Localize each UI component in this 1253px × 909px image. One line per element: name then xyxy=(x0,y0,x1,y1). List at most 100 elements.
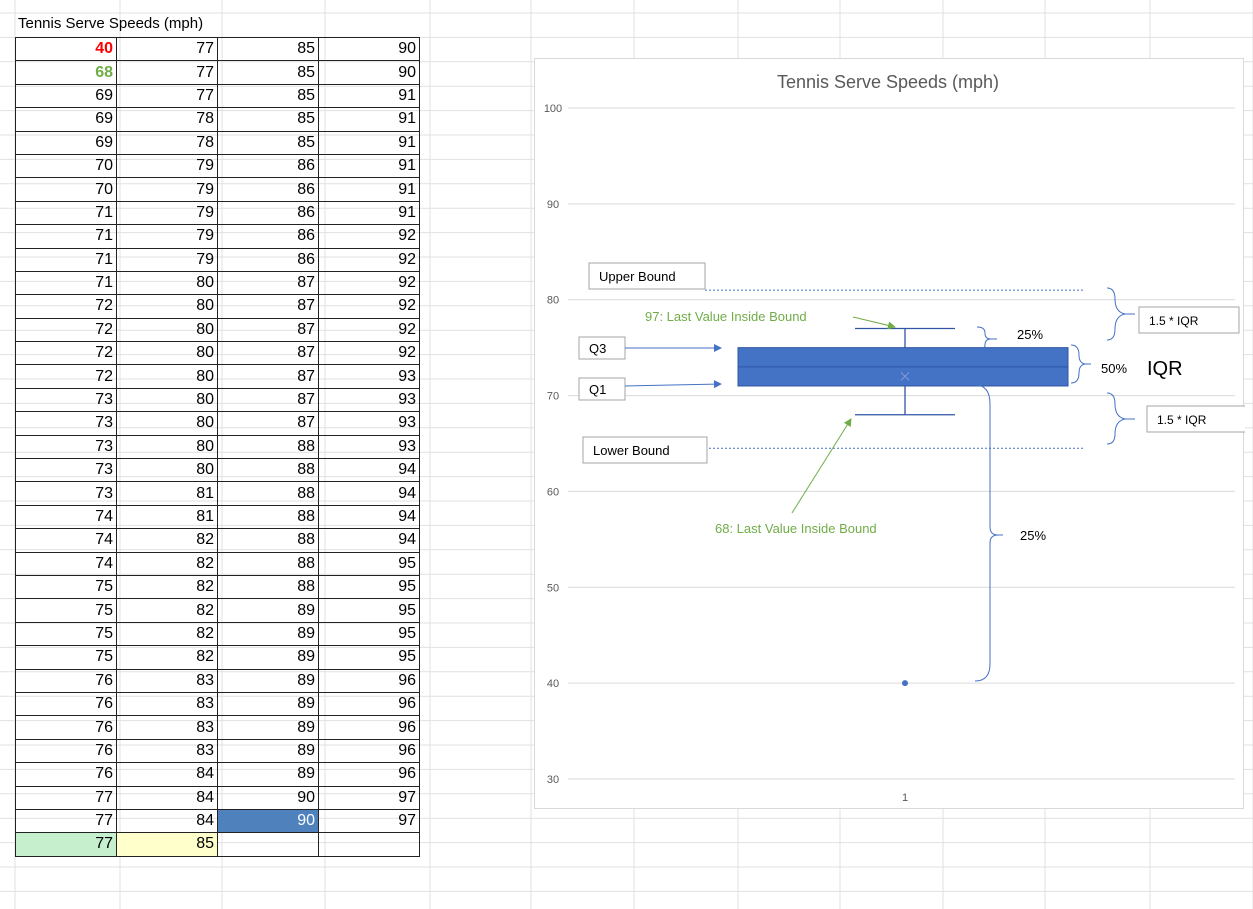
table-cell[interactable]: 86 xyxy=(217,200,319,226)
table-cell[interactable]: 97 xyxy=(318,808,420,834)
table-cell[interactable]: 92 xyxy=(318,270,420,296)
table-cell[interactable]: 95 xyxy=(318,645,420,670)
table-cell[interactable]: 89 xyxy=(217,621,319,647)
table-cell[interactable]: 82 xyxy=(116,645,218,670)
table-cell[interactable]: 88 xyxy=(217,574,319,600)
table-cell[interactable]: 86 xyxy=(217,247,319,272)
table-cell[interactable]: 91 xyxy=(318,83,420,109)
table-cell[interactable]: 92 xyxy=(318,341,420,366)
table-cell[interactable]: 89 xyxy=(217,715,319,740)
table-cell[interactable]: 92 xyxy=(318,317,420,343)
table-cell[interactable]: 81 xyxy=(116,481,218,506)
table-cell[interactable]: 86 xyxy=(217,224,319,249)
table-cell[interactable]: 96 xyxy=(318,762,420,787)
table-cell[interactable]: 83 xyxy=(116,715,218,740)
table-cell[interactable]: 79 xyxy=(116,247,218,272)
table-cell[interactable]: 85 xyxy=(217,130,319,155)
table-cell[interactable]: 93 xyxy=(318,364,420,389)
table-cell[interactable]: 77 xyxy=(116,60,218,85)
table-cell[interactable]: 90 xyxy=(217,785,319,810)
table-cell[interactable]: 79 xyxy=(116,153,218,179)
table-cell[interactable]: 83 xyxy=(116,738,218,764)
table-cell[interactable]: 91 xyxy=(318,200,420,226)
table-cell[interactable]: 85 xyxy=(217,83,319,109)
table-cell[interactable]: 93 xyxy=(318,387,420,413)
table-cell[interactable]: 84 xyxy=(116,785,218,810)
table-cell[interactable]: 82 xyxy=(116,598,218,623)
table-cell[interactable]: 73 xyxy=(15,458,117,483)
table-cell[interactable]: 71 xyxy=(15,270,117,296)
table-cell[interactable]: 75 xyxy=(15,621,117,647)
table-cell[interactable]: 76 xyxy=(15,715,117,740)
table-cell[interactable]: 94 xyxy=(318,528,420,553)
table-cell[interactable]: 86 xyxy=(217,153,319,179)
table-cell[interactable]: 80 xyxy=(116,294,218,319)
table-cell[interactable]: 70 xyxy=(15,177,117,202)
table-cell[interactable]: 82 xyxy=(116,621,218,647)
table-cell[interactable]: 87 xyxy=(217,317,319,343)
table-cell[interactable]: 96 xyxy=(318,715,420,740)
table-cell[interactable]: 76 xyxy=(15,691,117,717)
table-cell[interactable] xyxy=(318,832,420,857)
table-cell[interactable]: 77 xyxy=(15,785,117,810)
table-cell[interactable]: 80 xyxy=(116,434,218,460)
table-cell[interactable]: 90 xyxy=(217,808,319,834)
outlier-point[interactable] xyxy=(902,680,908,687)
table-cell[interactable]: 87 xyxy=(217,387,319,413)
table-cell[interactable]: 90 xyxy=(318,60,420,85)
table-cell[interactable]: 77 xyxy=(15,808,117,834)
table-cell[interactable]: 91 xyxy=(318,177,420,202)
table-cell[interactable]: 72 xyxy=(15,294,117,319)
table-cell[interactable]: 90 xyxy=(318,36,420,62)
table-cell[interactable]: 87 xyxy=(217,270,319,296)
table-cell[interactable]: 80 xyxy=(116,317,218,343)
table-cell[interactable]: 93 xyxy=(318,411,420,436)
table-cell[interactable]: 86 xyxy=(217,177,319,202)
table-cell[interactable]: 79 xyxy=(116,224,218,249)
table-cell[interactable]: 76 xyxy=(15,762,117,787)
table-cell[interactable]: 88 xyxy=(217,481,319,506)
table-cell[interactable]: 78 xyxy=(116,130,218,155)
table-cell[interactable]: 74 xyxy=(15,551,117,576)
table-cell[interactable]: 73 xyxy=(15,434,117,460)
table-cell[interactable]: 87 xyxy=(217,294,319,319)
table-cell[interactable]: 85 xyxy=(217,36,319,62)
table-cell[interactable]: 79 xyxy=(116,200,218,226)
table-cell[interactable]: 69 xyxy=(15,83,117,109)
table-cell[interactable]: 71 xyxy=(15,247,117,272)
table-cell[interactable]: 89 xyxy=(217,598,319,623)
table-cell[interactable]: 95 xyxy=(318,551,420,576)
table-cell[interactable]: 75 xyxy=(15,645,117,670)
table-cell[interactable]: 88 xyxy=(217,551,319,576)
table-cell[interactable]: 71 xyxy=(15,200,117,226)
chart-area[interactable]: Tennis Serve Speeds (mph) 30 40 50 60 70 80 90 1… xyxy=(534,58,1245,809)
table-cell[interactable]: 95 xyxy=(318,598,420,623)
table-cell[interactable]: 82 xyxy=(116,551,218,576)
table-cell[interactable]: 68 xyxy=(15,60,117,85)
table-cell[interactable]: 80 xyxy=(116,458,218,483)
table-cell[interactable]: 85 xyxy=(116,832,218,857)
table-cell[interactable]: 88 xyxy=(217,458,319,483)
table-cell[interactable]: 69 xyxy=(15,130,117,155)
table-cell[interactable]: 93 xyxy=(318,434,420,460)
table-cell[interactable]: 85 xyxy=(217,60,319,85)
table-cell[interactable]: 77 xyxy=(116,36,218,62)
table-cell[interactable]: 89 xyxy=(217,645,319,670)
table-cell[interactable]: 97 xyxy=(318,785,420,810)
table-cell[interactable]: 73 xyxy=(15,387,117,413)
table-cell[interactable]: 85 xyxy=(217,107,319,132)
table-cell[interactable]: 95 xyxy=(318,621,420,647)
table-cell[interactable]: 94 xyxy=(318,458,420,483)
table-cell[interactable]: 81 xyxy=(116,504,218,530)
table-cell[interactable]: 80 xyxy=(116,387,218,413)
table-cell[interactable]: 89 xyxy=(217,738,319,764)
table-cell[interactable]: 88 xyxy=(217,528,319,553)
table-cell[interactable]: 80 xyxy=(116,341,218,366)
table-cell[interactable]: 82 xyxy=(116,574,218,600)
table-cell[interactable]: 92 xyxy=(318,224,420,249)
table-cell[interactable]: 94 xyxy=(318,481,420,506)
table-cell[interactable]: 89 xyxy=(217,668,319,693)
table-cell[interactable]: 89 xyxy=(217,691,319,717)
table-cell[interactable]: 94 xyxy=(318,504,420,530)
table-cell[interactable]: 72 xyxy=(15,341,117,366)
